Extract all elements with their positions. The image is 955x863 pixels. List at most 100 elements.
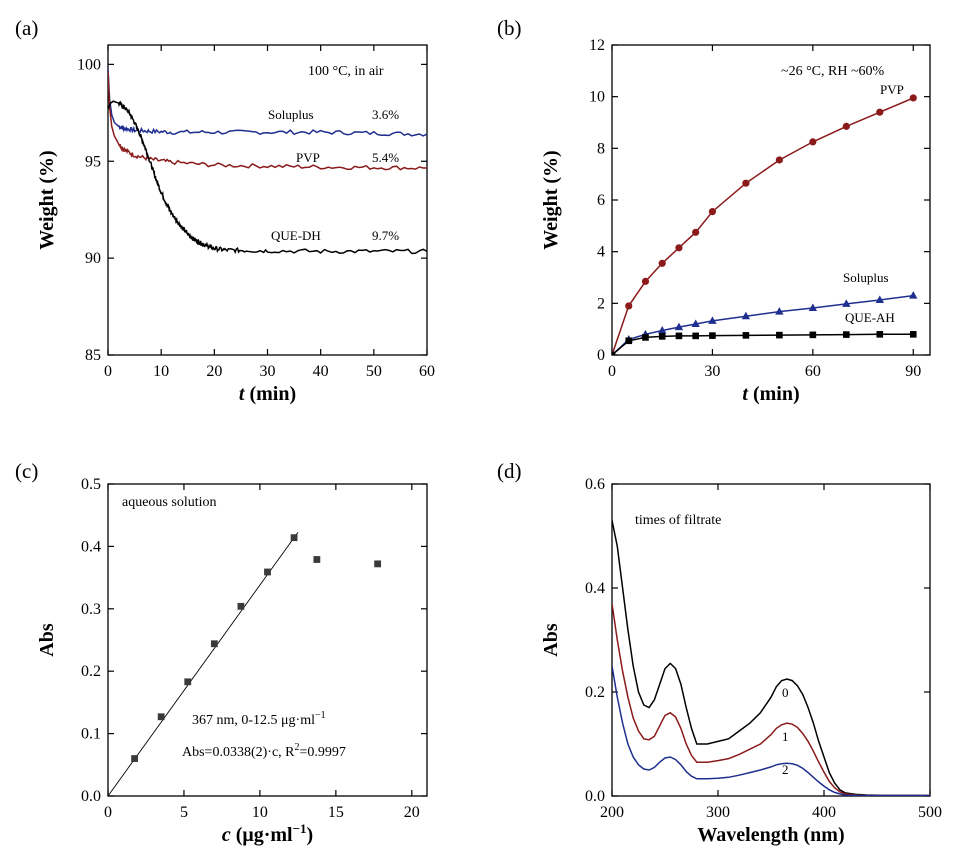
series-label: 2	[782, 762, 789, 777]
data-point	[775, 156, 783, 164]
data-point	[313, 556, 321, 563]
fit-equation-label: Abs=0.0338(2)·c, R2=0.9997	[182, 742, 346, 760]
x-axis-title: t (min)	[742, 383, 799, 405]
data-point	[776, 331, 783, 339]
x-tick-label: 10	[153, 363, 169, 380]
x-tick-label: 10	[252, 804, 268, 821]
plot-area	[612, 94, 918, 355]
data-point	[658, 333, 666, 340]
data-point	[709, 332, 716, 339]
y-tick-label: 0.4	[585, 580, 605, 597]
plot-area	[612, 520, 930, 796]
x-tick-label: 5	[180, 804, 188, 821]
x-tick-label: 20	[404, 804, 420, 821]
data-point	[157, 713, 165, 721]
plot-area	[108, 68, 427, 255]
x-tick-label: 200	[600, 804, 624, 821]
x-axis-unit: (min)	[748, 383, 800, 405]
data-point	[809, 138, 817, 146]
data-point	[675, 244, 683, 252]
series-line-que-dh	[108, 100, 427, 255]
data-point	[741, 311, 751, 320]
x-tick-label: 60	[805, 363, 821, 380]
series-line-0	[612, 520, 930, 796]
y-tick-label: 0.1	[81, 726, 101, 743]
x-axis-title: c (μg·ml−1)	[222, 821, 313, 846]
series-line-que-ah	[612, 333, 914, 355]
y-tick-label: 0.3	[81, 601, 101, 618]
data-point	[290, 534, 298, 542]
data-point	[131, 755, 138, 762]
y-tick-label: 0.2	[81, 663, 101, 680]
fit-equation-text: Abs=0.0338(2)·c, R	[182, 745, 295, 760]
data-point	[674, 322, 684, 331]
data-point	[612, 351, 616, 355]
series-line-soluplus	[612, 294, 914, 355]
data-point	[842, 122, 850, 130]
x-axis-title: Wavelength (nm)	[697, 824, 844, 846]
plot-frame	[611, 483, 931, 797]
series-line-2	[612, 665, 930, 796]
data-point	[742, 179, 750, 187]
data-point	[658, 325, 667, 334]
sample-label: times of filtrate	[635, 513, 721, 528]
sample-label: aqueous solution	[122, 495, 217, 510]
series-label: 1	[782, 729, 789, 744]
panel-letter: (b)	[497, 16, 522, 40]
y-tick-label: 0.0	[81, 788, 101, 805]
data-point	[742, 332, 750, 339]
data-point	[809, 331, 817, 339]
y-axis-title: Abs	[36, 623, 58, 657]
series-label: PVP	[880, 82, 904, 97]
series-line-1	[612, 603, 930, 796]
series-line-soluplus	[108, 68, 427, 137]
panel-letter: (d)	[497, 459, 522, 483]
data-point	[658, 259, 666, 267]
weight-loss-label: 5.4%	[372, 150, 399, 165]
data-point	[692, 228, 700, 236]
y-tick-label: 0.6	[585, 476, 605, 493]
fit-range-label: 367 nm, 0-12.5 μg·ml−1	[192, 710, 326, 728]
data-point	[264, 568, 271, 576]
x-tick-label: 500	[918, 804, 942, 821]
data-point	[909, 331, 917, 338]
data-point	[843, 331, 850, 338]
x-axis-unit-close: )	[307, 824, 314, 846]
series-label: Soluplus	[843, 270, 889, 285]
chart-panel-b: (b) 0 30 60 90 0 2 4 6 8 10 12 t (min) Weight (%)	[497, 16, 931, 405]
series-label: Soluplus	[268, 107, 314, 122]
x-tick-label: 0	[608, 363, 616, 380]
plot-area	[108, 532, 382, 796]
data-point	[708, 208, 717, 216]
y-axis-title: Abs	[540, 623, 562, 657]
x-tick-label: 20	[206, 363, 222, 380]
y-tick-label: 10	[589, 89, 605, 106]
plot-frame	[107, 483, 428, 797]
data-point	[876, 108, 884, 116]
x-axis-unit: (min)	[244, 383, 296, 405]
chart-panel-c: (c)0 5 10 15 200.00.10.20.30.40.5c (μg·ml−1)…	[15, 459, 428, 846]
weight-loss-label: 3.6%	[372, 107, 399, 122]
x-axis-variable: t	[239, 383, 246, 405]
x-tick-label: 0	[104, 804, 112, 821]
y-tick-label: 90	[85, 250, 101, 267]
x-tick-label: 90	[905, 363, 921, 380]
data-point	[374, 560, 382, 568]
data-point	[876, 331, 884, 338]
data-point	[675, 332, 683, 340]
series-label: QUE-DH	[271, 228, 321, 243]
data-point	[692, 332, 699, 340]
y-tick-label: 100	[77, 56, 101, 73]
x-tick-label: 30	[704, 363, 720, 380]
x-axis-unit-sup: −1	[293, 821, 307, 836]
chart-panel-a: (a) 0 10 20 30 40 50 60 85 90 95 100 t (min) Weight (…	[15, 16, 435, 405]
y-tick-label: 0.4	[81, 538, 101, 555]
data-point	[909, 291, 918, 299]
x-tick-label: 15	[328, 804, 344, 821]
data-point	[642, 334, 649, 341]
y-tick-label: 6	[597, 192, 605, 209]
x-axis-unit: (μg·ml	[231, 824, 293, 846]
series-line-pvp	[108, 72, 427, 171]
panel-letter: (a)	[15, 16, 38, 40]
